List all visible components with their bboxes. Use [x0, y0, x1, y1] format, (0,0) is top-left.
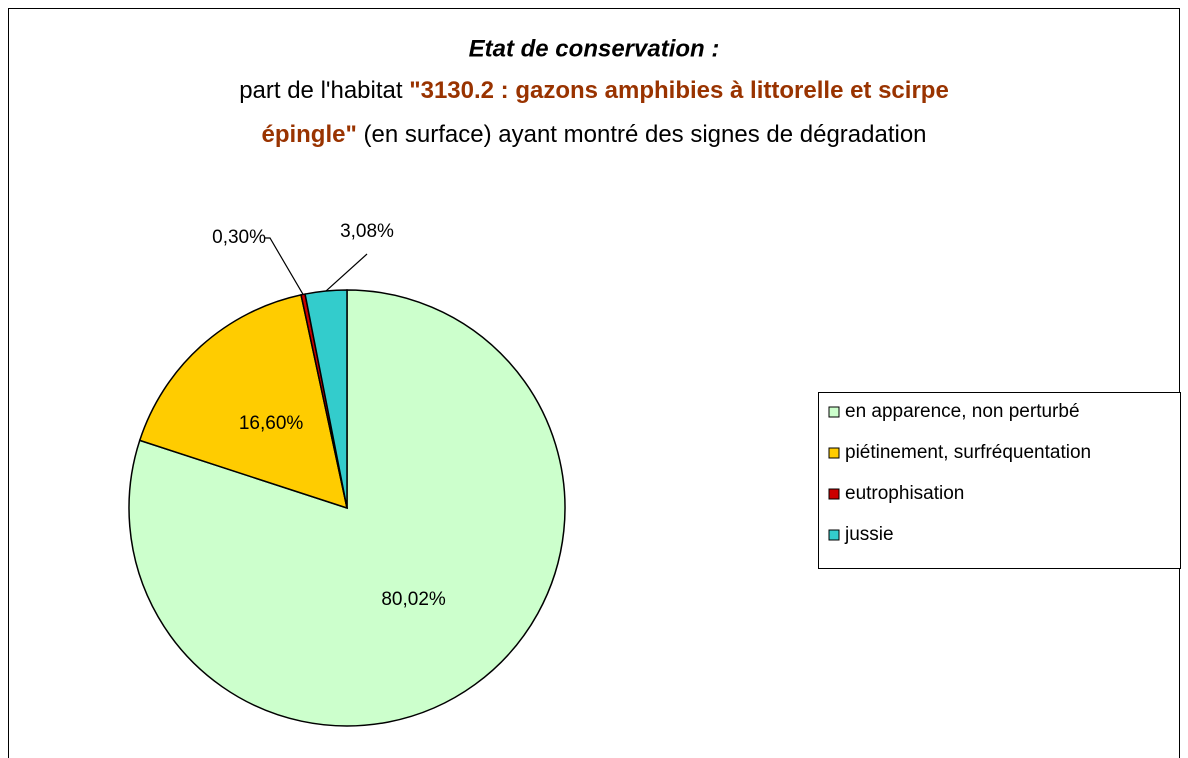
legend-label: eutrophisation [845, 483, 964, 504]
subtitle-highlight: "3130.2 : gazons amphibies à littorelle … [409, 77, 949, 104]
chart-title: Etat de conservation : [469, 35, 720, 62]
legend-swatch [828, 529, 840, 541]
pie-slice [138, 294, 349, 510]
leader-line [264, 237, 304, 295]
chart-subtitle: part de l'habitat "3130.2 : gazons amphi… [239, 77, 949, 104]
chart-subtitle: épingle" (en surface) ayant montré des s… [261, 121, 926, 148]
legend-swatch [828, 406, 840, 418]
data-label: 80,02% [381, 589, 446, 610]
subtitle-highlight: épingle" [261, 121, 356, 148]
data-label: 3,08% [340, 221, 394, 242]
legend-box [818, 392, 1181, 569]
data-label: 16,60% [239, 413, 304, 434]
legend-label: piétinement, surfréquentation [845, 442, 1091, 463]
subtitle-text: part de l'habitat [239, 77, 409, 104]
legend-label: en apparence, non perturbé [845, 401, 1080, 422]
data-label: 0,30% [212, 227, 266, 248]
subtitle-text: (en surface) ayant montré des signes de … [357, 121, 927, 148]
legend-swatch [828, 488, 840, 500]
legend-swatch [828, 447, 840, 459]
leader-line [325, 253, 368, 292]
legend-label: jussie [844, 524, 894, 545]
